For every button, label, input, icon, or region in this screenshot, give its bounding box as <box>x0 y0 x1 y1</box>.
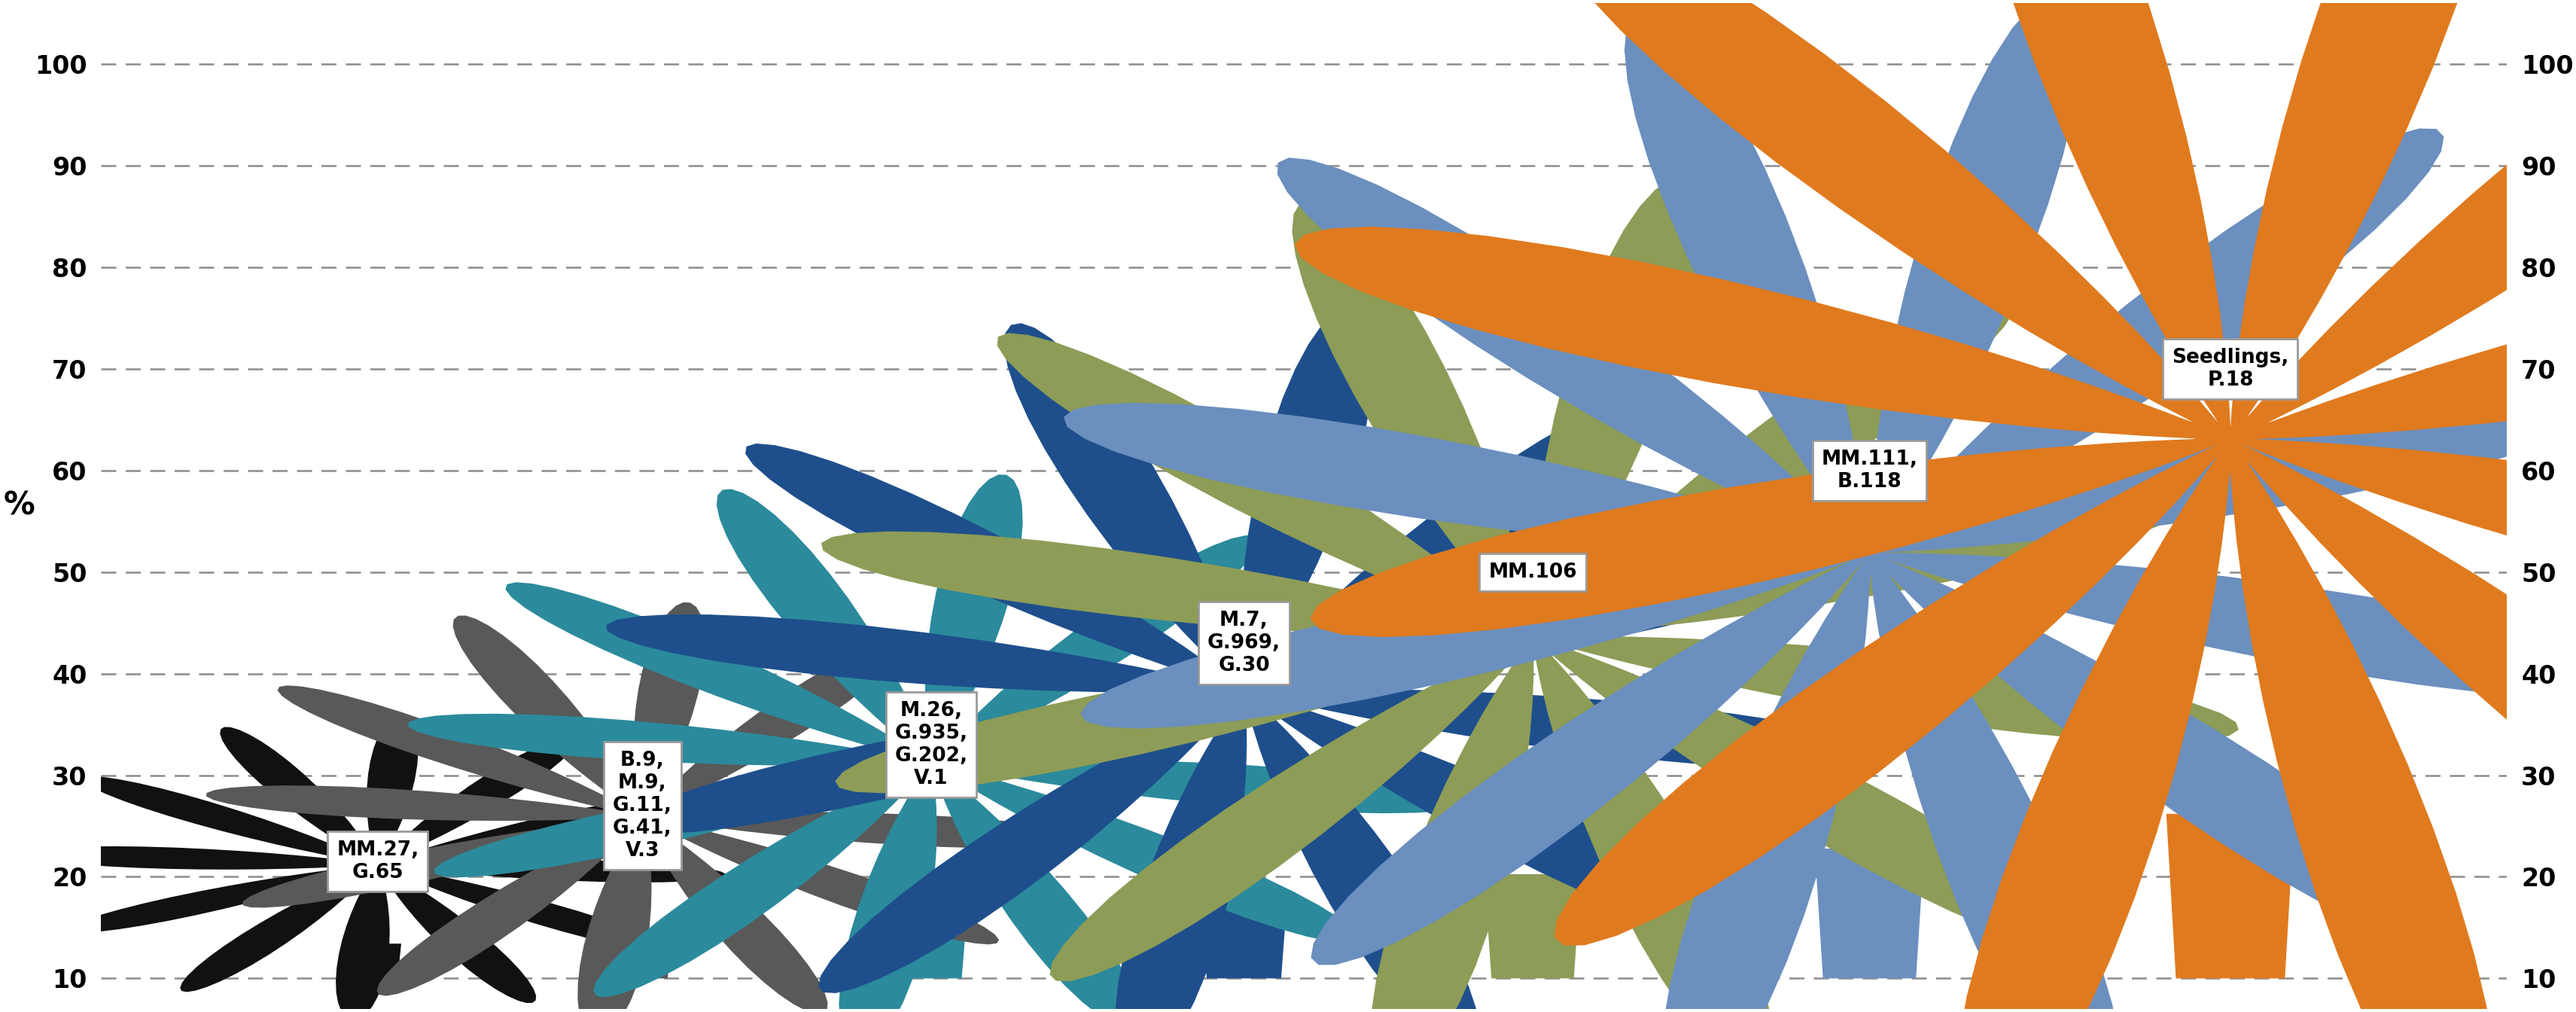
Polygon shape <box>1293 0 2576 1012</box>
Polygon shape <box>2166 814 2293 979</box>
Text: B.9,
M.9,
G.11,
G.41,
V.3: B.9, M.9, G.11, G.41, V.3 <box>613 751 672 860</box>
Polygon shape <box>1814 848 1924 979</box>
Polygon shape <box>613 929 672 979</box>
Polygon shape <box>1484 874 1582 979</box>
Polygon shape <box>353 943 402 979</box>
Polygon shape <box>605 304 1893 1012</box>
Polygon shape <box>1064 0 2576 1012</box>
Polygon shape <box>1200 891 1288 979</box>
Polygon shape <box>822 179 2239 1012</box>
Text: M.7,
G.969,
G.30: M.7, G.969, G.30 <box>1208 611 1280 676</box>
Polygon shape <box>206 602 1087 1012</box>
Polygon shape <box>28 713 726 1012</box>
Text: MM.106: MM.106 <box>1489 563 1577 582</box>
Text: Seedlings,
P.18: Seedlings, P.18 <box>2172 348 2287 390</box>
Polygon shape <box>407 475 1471 1012</box>
Text: MM.27,
G.65: MM.27, G.65 <box>337 841 420 882</box>
Text: M.26,
G.935,
G.202,
V.1: M.26, G.935, G.202, V.1 <box>894 701 969 788</box>
Text: MM.111,
B.118: MM.111, B.118 <box>1821 449 1917 492</box>
Polygon shape <box>894 913 966 979</box>
Y-axis label: %: % <box>3 490 33 522</box>
